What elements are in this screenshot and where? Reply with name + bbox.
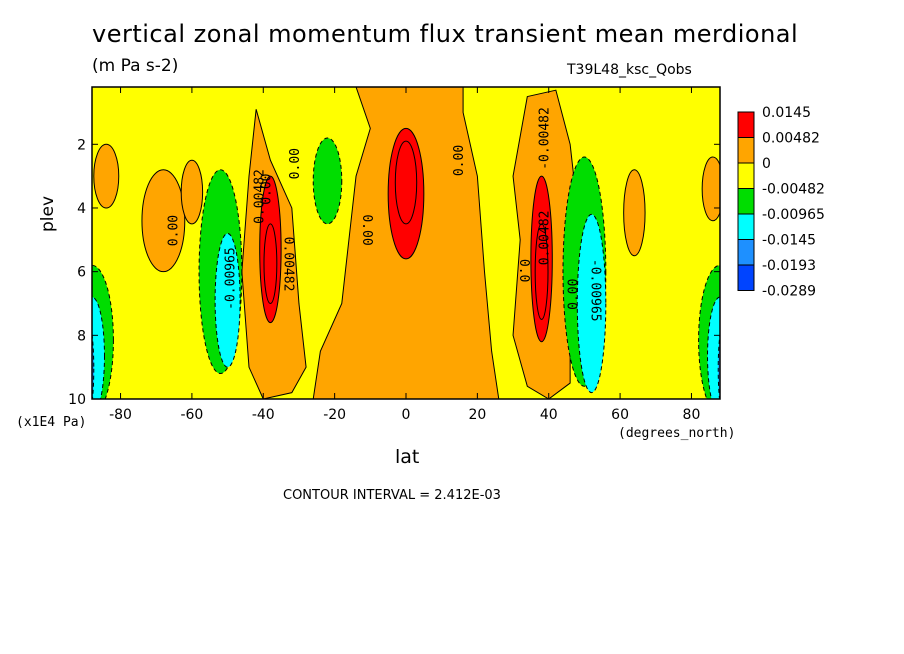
x-tick-label: -40 bbox=[252, 407, 275, 423]
x-tick-label: 20 bbox=[468, 407, 486, 423]
run-label: T39L48_ksc_Qobs bbox=[567, 62, 692, 78]
x-tick-label: 60 bbox=[611, 407, 629, 423]
contour-label: 0.00 bbox=[167, 215, 182, 246]
legend-swatch bbox=[737, 137, 755, 164]
center-inner-contour bbox=[394, 140, 418, 225]
x-tick-label: -80 bbox=[109, 407, 132, 423]
left-cyan-core bbox=[214, 232, 241, 368]
y-tick-label: 6 bbox=[77, 265, 86, 281]
legend-label: -0.0145 bbox=[762, 233, 816, 249]
left-orange-patch bbox=[180, 159, 204, 225]
legend-swatch bbox=[737, 264, 755, 291]
legend-swatch bbox=[737, 239, 755, 266]
right-edge-cyan bbox=[707, 296, 720, 399]
x-axis-units: (degrees_north) bbox=[618, 426, 736, 441]
chart-title: vertical zonal momentum flux transient m… bbox=[92, 20, 799, 48]
contour-label: 0.0 bbox=[516, 259, 531, 282]
contour-label: 0.00 bbox=[359, 214, 374, 245]
legend-label: 0.0145 bbox=[762, 105, 811, 121]
contour-label: 0.00482 bbox=[538, 210, 553, 265]
far-left-orange bbox=[93, 143, 120, 209]
y-tick-label: 2 bbox=[77, 137, 86, 153]
right-orange-patch bbox=[623, 169, 646, 257]
left-inner-green bbox=[312, 137, 343, 225]
right-cyan-core bbox=[576, 213, 607, 394]
left-small-orange bbox=[141, 169, 186, 273]
legend-label: -0.0289 bbox=[762, 284, 816, 300]
contour-label: 0.00482 bbox=[281, 237, 296, 292]
x-axis-label: lat bbox=[395, 446, 420, 468]
right-inner-contour bbox=[534, 223, 549, 320]
contour-label: -0.00482 bbox=[538, 107, 553, 170]
contour-interval: CONTOUR INTERVAL = 2.412E-03 bbox=[283, 488, 501, 503]
legend-label: 0.00482 bbox=[762, 131, 820, 147]
legend-swatch bbox=[737, 213, 755, 240]
contour-label: -0.00965 bbox=[224, 247, 239, 310]
y-tick-label: 10 bbox=[68, 392, 86, 408]
contour-label: 0.00482 bbox=[252, 169, 267, 224]
y-axis-units: (x1E4 Pa) bbox=[16, 415, 87, 430]
contour-label: 0.00 bbox=[259, 173, 274, 204]
y-tick-label: 8 bbox=[77, 328, 86, 344]
left-inner-contour bbox=[263, 223, 278, 304]
contour-label: 0.00 bbox=[452, 145, 467, 176]
x-tick-label: 40 bbox=[540, 407, 558, 423]
x-tick-label: 80 bbox=[683, 407, 701, 423]
far-right-orange bbox=[701, 156, 720, 222]
contour-label: 0.00 bbox=[566, 279, 581, 310]
legend-label: 0 bbox=[762, 156, 771, 172]
x-tick-label: -60 bbox=[180, 407, 203, 423]
y-tick-label: 4 bbox=[77, 201, 86, 217]
x-tick-label: -20 bbox=[323, 407, 346, 423]
contour-label: -0.00965 bbox=[588, 259, 603, 322]
legend-label: -0.0193 bbox=[762, 258, 816, 274]
left-edge-cyan bbox=[92, 296, 105, 399]
center-red-max bbox=[387, 127, 425, 260]
legend-label: -0.00965 bbox=[762, 207, 825, 223]
legend-swatch bbox=[737, 111, 755, 138]
chart-units: (m Pa s-2) bbox=[92, 56, 179, 76]
contour-label: 0.00 bbox=[288, 148, 303, 179]
legend-label: -0.00482 bbox=[762, 182, 825, 198]
x-tick-label: 0 bbox=[402, 407, 411, 423]
legend-swatch bbox=[737, 162, 755, 189]
legend-swatch bbox=[737, 188, 755, 215]
